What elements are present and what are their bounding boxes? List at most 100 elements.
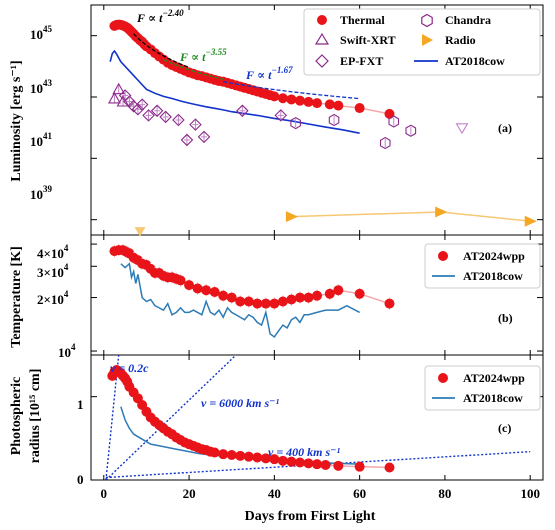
chandra-point	[388, 115, 400, 128]
radius-point	[312, 459, 322, 470]
legend-thermal-marker	[317, 15, 327, 25]
velocity-label-400: v = 400 km s⁻¹	[268, 445, 341, 459]
y-tick-label: 1	[77, 397, 84, 412]
velocity-label-6000: v = 6000 km s⁻¹	[201, 396, 280, 410]
at2018cow-temperature-line	[120, 262, 360, 339]
radius-point	[333, 460, 344, 471]
radius-point	[243, 451, 254, 462]
temperature-point	[312, 290, 322, 301]
temperature-point	[384, 298, 395, 309]
swift-xrt-point	[108, 91, 121, 104]
legend-box	[424, 365, 541, 411]
ep-fxt-point	[236, 104, 249, 118]
radius-point	[252, 452, 263, 463]
legend-chandra-label: Chandra	[445, 13, 491, 27]
radio-point	[435, 206, 448, 218]
y-tick-label: 1043	[30, 78, 53, 96]
powerlaw-annotation-3-55: F ∝ t−3.55	[179, 47, 227, 64]
thermal-point	[333, 100, 344, 111]
x-axis-label: Days from First Light	[245, 509, 376, 524]
temperature-point	[184, 280, 195, 291]
temperature-point	[218, 290, 229, 301]
temperature-point	[333, 285, 344, 296]
legend-radio-label: Radio	[445, 33, 476, 47]
panel-a-y-ticks: 1045 1043 1041 1039	[30, 24, 53, 202]
swift-xrt-point	[112, 82, 126, 95]
powerlaw-fit-2-40	[133, 33, 190, 68]
temperature-point	[201, 285, 212, 296]
legend-swift-label: Swift-XRT	[340, 33, 396, 47]
legend-thermal-label: Thermal	[340, 13, 385, 27]
ep-fxt-point	[274, 109, 288, 122]
temperature-point	[175, 275, 186, 286]
x-tick-label: 60	[353, 486, 366, 501]
powerlaw-fit-3-55	[163, 58, 224, 80]
chandra-point	[405, 124, 417, 137]
panel-a-tag: (a)	[498, 121, 512, 135]
panel-c-y-axis-label-line2: radius [10¹⁵ cm]	[28, 369, 43, 464]
thermal-point	[294, 95, 305, 106]
temperature-point	[252, 298, 263, 309]
y-tick-label: 1039	[30, 184, 53, 202]
powerlaw-annotation-1-67: F ∝ t−1.67	[245, 65, 293, 82]
ep-fxt-point	[142, 109, 155, 122]
temperature-point	[243, 296, 254, 307]
ep-fxt-point	[172, 113, 185, 127]
legend-box	[424, 243, 541, 289]
y-tick-label: 3×104	[37, 262, 69, 280]
panel-c-y-ticks: 1 0	[77, 397, 84, 487]
thermal-point	[303, 96, 314, 107]
y-tick-label: 1045	[30, 24, 53, 42]
temperature-point	[260, 298, 271, 309]
ep-fxt-point	[180, 133, 194, 147]
thermal-point	[384, 108, 395, 119]
y-tick-label: 0	[77, 472, 84, 487]
radio-connector-line	[291, 211, 531, 222]
ep-fxt-point	[135, 98, 149, 111]
ep-fxt-point	[131, 102, 145, 116]
temperature-point	[192, 283, 203, 294]
radius-point	[226, 450, 237, 460]
x-tick-labels: 0 20 40 60 80 100	[101, 486, 540, 501]
panel-c-y-axis-label-line1: Photospheric	[9, 377, 24, 456]
thermal-point	[354, 103, 365, 114]
powerlaw-annotation-2-40: F ∝ t−2.40	[136, 8, 184, 25]
panel-a-y-axis-label: Luminosity [erg s⁻¹]	[9, 60, 24, 181]
panel-b-tag: (b)	[498, 311, 513, 325]
radio-upper-limit	[134, 227, 146, 237]
thermal-point	[277, 93, 288, 104]
temperature-point	[294, 292, 305, 303]
x-tick-label: 0	[101, 486, 108, 501]
chandra-point	[290, 116, 301, 130]
thermal-point	[324, 99, 335, 110]
x-tick-label: 20	[183, 486, 196, 501]
radio-point	[524, 215, 537, 227]
ep-fxt-point	[197, 130, 211, 144]
thermal-point	[269, 91, 280, 102]
panel-b-y-axis-label: Temperature [K]	[9, 246, 24, 347]
y-tick-label: 1041	[30, 131, 53, 149]
radius-point	[269, 454, 280, 465]
panel-c-legend: AT2024wpp AT2018cow	[424, 365, 541, 411]
at2018cow-luminosity-line	[109, 49, 360, 134]
radius-point	[303, 458, 314, 469]
legend-wpp-marker	[438, 251, 448, 261]
legend-swift-marker	[314, 32, 330, 45]
legend-cow-label: AT2018cow	[445, 54, 505, 68]
velocity-label-0-2c: v = 0.2c	[110, 361, 149, 375]
thermal-point	[286, 94, 297, 105]
y-tick-label: 2×104	[37, 289, 69, 307]
radius-point	[277, 455, 288, 466]
chandra-point	[328, 113, 340, 127]
panel-a-legend: Thermal Swift-XRT EP-FXT Chandra Radio A…	[303, 8, 541, 76]
legend-wpp-marker	[438, 373, 448, 383]
radius-point	[286, 456, 297, 467]
temperature-point	[286, 294, 297, 305]
temperature-point	[324, 288, 335, 299]
legend-chandra-marker	[421, 13, 433, 28]
temperature-point	[226, 292, 237, 303]
temperature-point	[235, 296, 246, 307]
y-tick-label: 104	[58, 342, 76, 360]
legend-wpp-label: AT2024wpp	[463, 371, 525, 385]
radius-point	[260, 453, 271, 464]
